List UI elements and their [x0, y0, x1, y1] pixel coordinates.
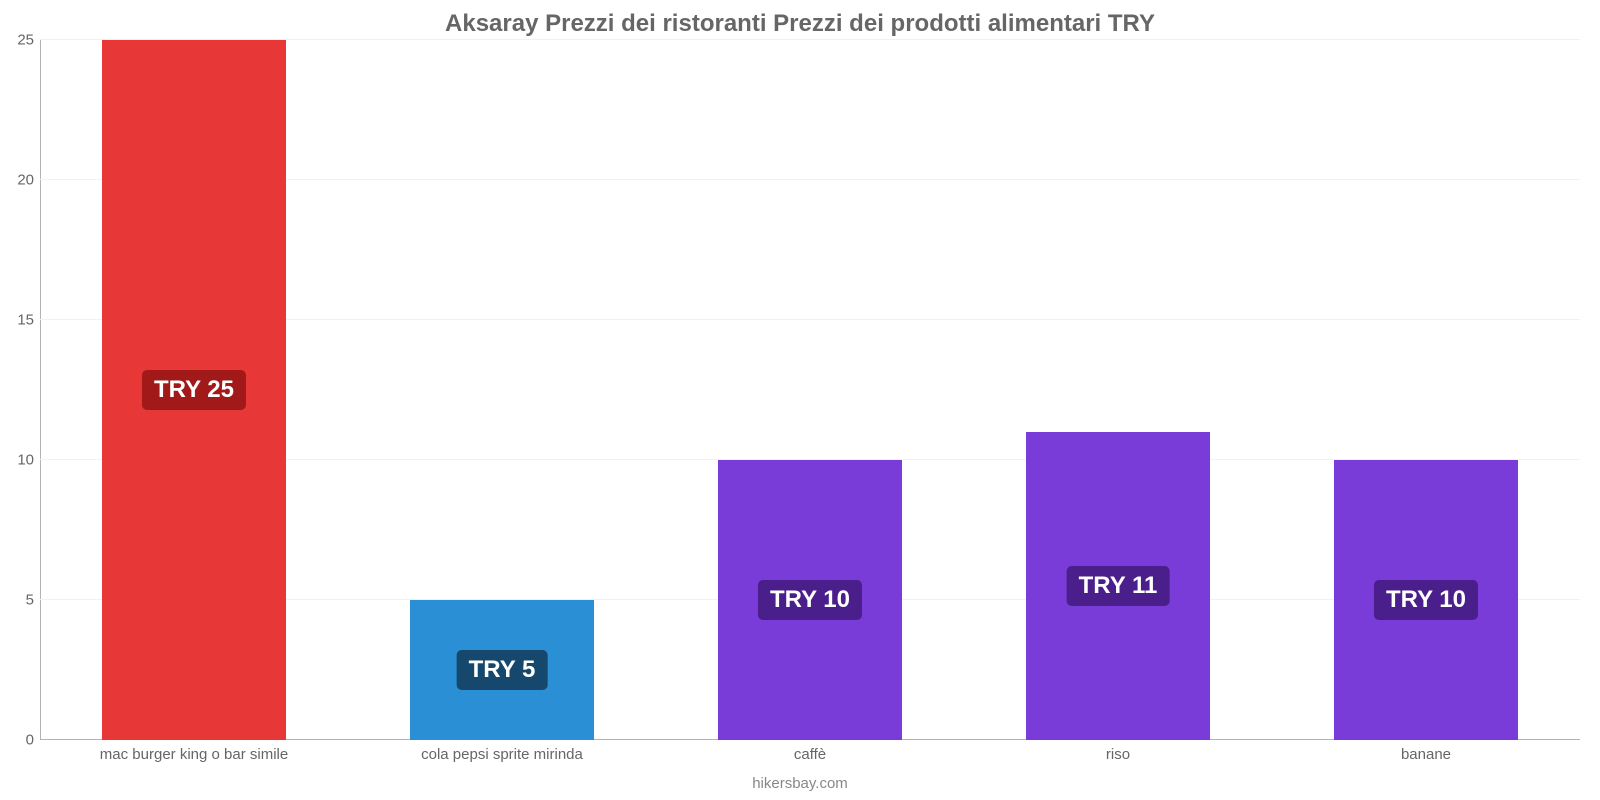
bar: TRY 5 — [410, 600, 595, 740]
bar-value-label: TRY 25 — [142, 370, 246, 410]
x-axis-label: mac burger king o bar simile — [100, 746, 288, 763]
y-tick-label: 10 — [4, 452, 34, 469]
y-tick-label: 25 — [4, 32, 34, 49]
bar-value-label: TRY 5 — [457, 650, 548, 690]
y-tick-label: 15 — [4, 312, 34, 329]
y-tick-label: 0 — [4, 732, 34, 749]
x-axis-label: banane — [1401, 746, 1451, 763]
bar: TRY 25 — [102, 40, 287, 740]
bar-chart: Aksaray Prezzi dei ristoranti Prezzi dei… — [0, 0, 1600, 800]
bar: TRY 11 — [1026, 432, 1211, 740]
plot-area: 0510152025TRY 25TRY 5TRY 10TRY 11TRY 10 — [40, 40, 1580, 740]
x-axis-label: caffè — [794, 746, 826, 763]
x-axis-label: riso — [1106, 746, 1130, 763]
attribution: hikersbay.com — [0, 775, 1600, 792]
bar: TRY 10 — [718, 460, 903, 740]
bar-value-label: TRY 10 — [758, 580, 862, 620]
y-tick-label: 20 — [4, 172, 34, 189]
y-axis-line — [40, 40, 41, 740]
bar: TRY 10 — [1334, 460, 1519, 740]
y-tick-label: 5 — [4, 592, 34, 609]
x-axis-label: cola pepsi sprite mirinda — [421, 746, 583, 763]
x-axis-labels: mac burger king o bar simile cola pepsi s… — [40, 746, 1580, 766]
bar-value-label: TRY 10 — [1374, 580, 1478, 620]
bar-value-label: TRY 11 — [1067, 566, 1170, 606]
